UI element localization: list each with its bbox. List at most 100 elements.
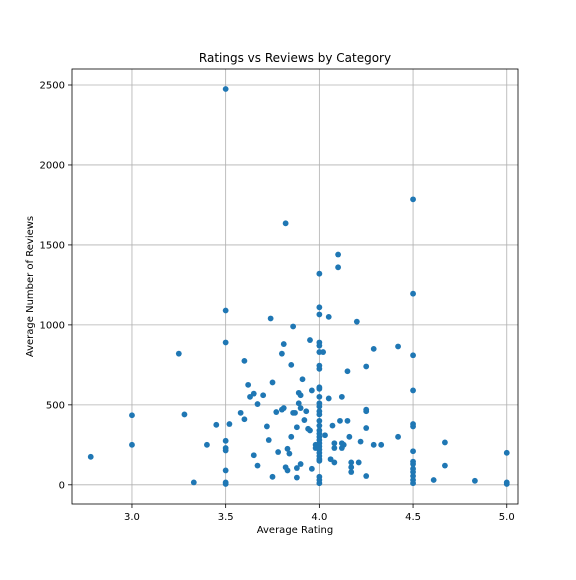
data-point xyxy=(410,423,416,430)
data-point xyxy=(213,421,220,428)
data-point xyxy=(395,433,401,440)
data-point xyxy=(344,417,351,424)
data-point xyxy=(308,465,315,472)
data-point xyxy=(316,311,323,318)
data-point xyxy=(348,464,355,471)
data-point xyxy=(346,433,353,440)
y-tick-label: 2500 xyxy=(40,80,65,91)
data-point xyxy=(355,459,362,466)
data-point xyxy=(316,270,323,277)
data-point xyxy=(278,350,285,357)
data-point xyxy=(254,401,261,407)
y-tick-label: 0 xyxy=(59,480,65,491)
data-point xyxy=(250,390,257,397)
x-tick-label: 4.5 xyxy=(405,512,421,523)
data-point xyxy=(331,445,338,451)
data-point xyxy=(410,387,416,394)
data-point xyxy=(307,337,313,343)
data-point xyxy=(410,480,416,487)
data-point xyxy=(503,449,510,456)
data-point xyxy=(226,421,233,427)
data-point xyxy=(410,461,416,467)
data-point xyxy=(316,342,323,349)
data-point xyxy=(442,462,448,469)
data-point xyxy=(295,400,302,407)
data-point xyxy=(293,424,300,431)
data-point xyxy=(329,422,336,429)
data-point xyxy=(293,474,300,481)
data-point xyxy=(442,439,448,446)
data-point xyxy=(316,393,323,400)
data-point xyxy=(430,477,437,483)
grid xyxy=(72,69,518,504)
data-point xyxy=(301,417,308,423)
data-point xyxy=(222,481,229,487)
y-tick-label: 1000 xyxy=(40,320,65,331)
data-point xyxy=(308,387,315,394)
y-tick-label: 1500 xyxy=(40,240,65,251)
plot-frame xyxy=(71,68,519,505)
data-point xyxy=(263,423,270,430)
data-point xyxy=(335,251,342,258)
data-point xyxy=(237,409,244,416)
data-point xyxy=(316,365,323,372)
data-point xyxy=(87,453,94,460)
data-point xyxy=(222,339,229,346)
data-point xyxy=(410,196,416,203)
data-point xyxy=(280,405,287,411)
data-point xyxy=(322,432,328,439)
data-point xyxy=(410,448,416,455)
data-point xyxy=(316,403,323,410)
data-point xyxy=(245,381,252,388)
data-point xyxy=(503,481,510,487)
data-point xyxy=(241,416,248,423)
data-point xyxy=(370,441,377,448)
data-point xyxy=(363,408,370,415)
data-point xyxy=(222,447,229,454)
x-axis-label: Average Rating xyxy=(257,525,333,536)
data-point xyxy=(129,412,135,419)
data-point xyxy=(297,405,304,411)
data-point xyxy=(340,441,347,448)
x-tick-label: 3.5 xyxy=(218,512,234,523)
data-point xyxy=(222,467,229,474)
data-point xyxy=(410,290,416,297)
data-point xyxy=(222,86,229,92)
x-tick-label: 5.0 xyxy=(499,512,515,523)
data-point xyxy=(269,473,276,480)
data-point xyxy=(241,357,248,364)
data-point xyxy=(293,465,300,471)
data-point xyxy=(363,473,370,479)
data-point xyxy=(265,437,272,443)
data-point xyxy=(316,417,323,424)
data-point xyxy=(297,392,304,399)
data-point xyxy=(316,457,323,464)
y-tick-label: 500 xyxy=(46,400,65,411)
data-point xyxy=(290,323,297,330)
data-point xyxy=(307,427,313,434)
data-point xyxy=(288,433,295,440)
data-point xyxy=(297,461,304,467)
data-point xyxy=(337,417,343,424)
data-point xyxy=(284,445,291,452)
data-point xyxy=(204,441,210,448)
data-point xyxy=(363,425,370,431)
data-point xyxy=(316,411,323,418)
data-point xyxy=(316,480,323,487)
data-point xyxy=(320,349,327,355)
data-point xyxy=(338,393,345,400)
data-point xyxy=(250,452,257,459)
data-point xyxy=(325,395,332,402)
data-point xyxy=(280,341,287,347)
data-point xyxy=(129,441,135,448)
data-point xyxy=(331,440,338,447)
data-point xyxy=(395,343,401,350)
data-point xyxy=(363,363,370,370)
data-point xyxy=(273,409,280,415)
data-point xyxy=(254,462,261,469)
data-point xyxy=(471,477,478,484)
data-point xyxy=(410,352,416,359)
data-point xyxy=(348,469,355,475)
